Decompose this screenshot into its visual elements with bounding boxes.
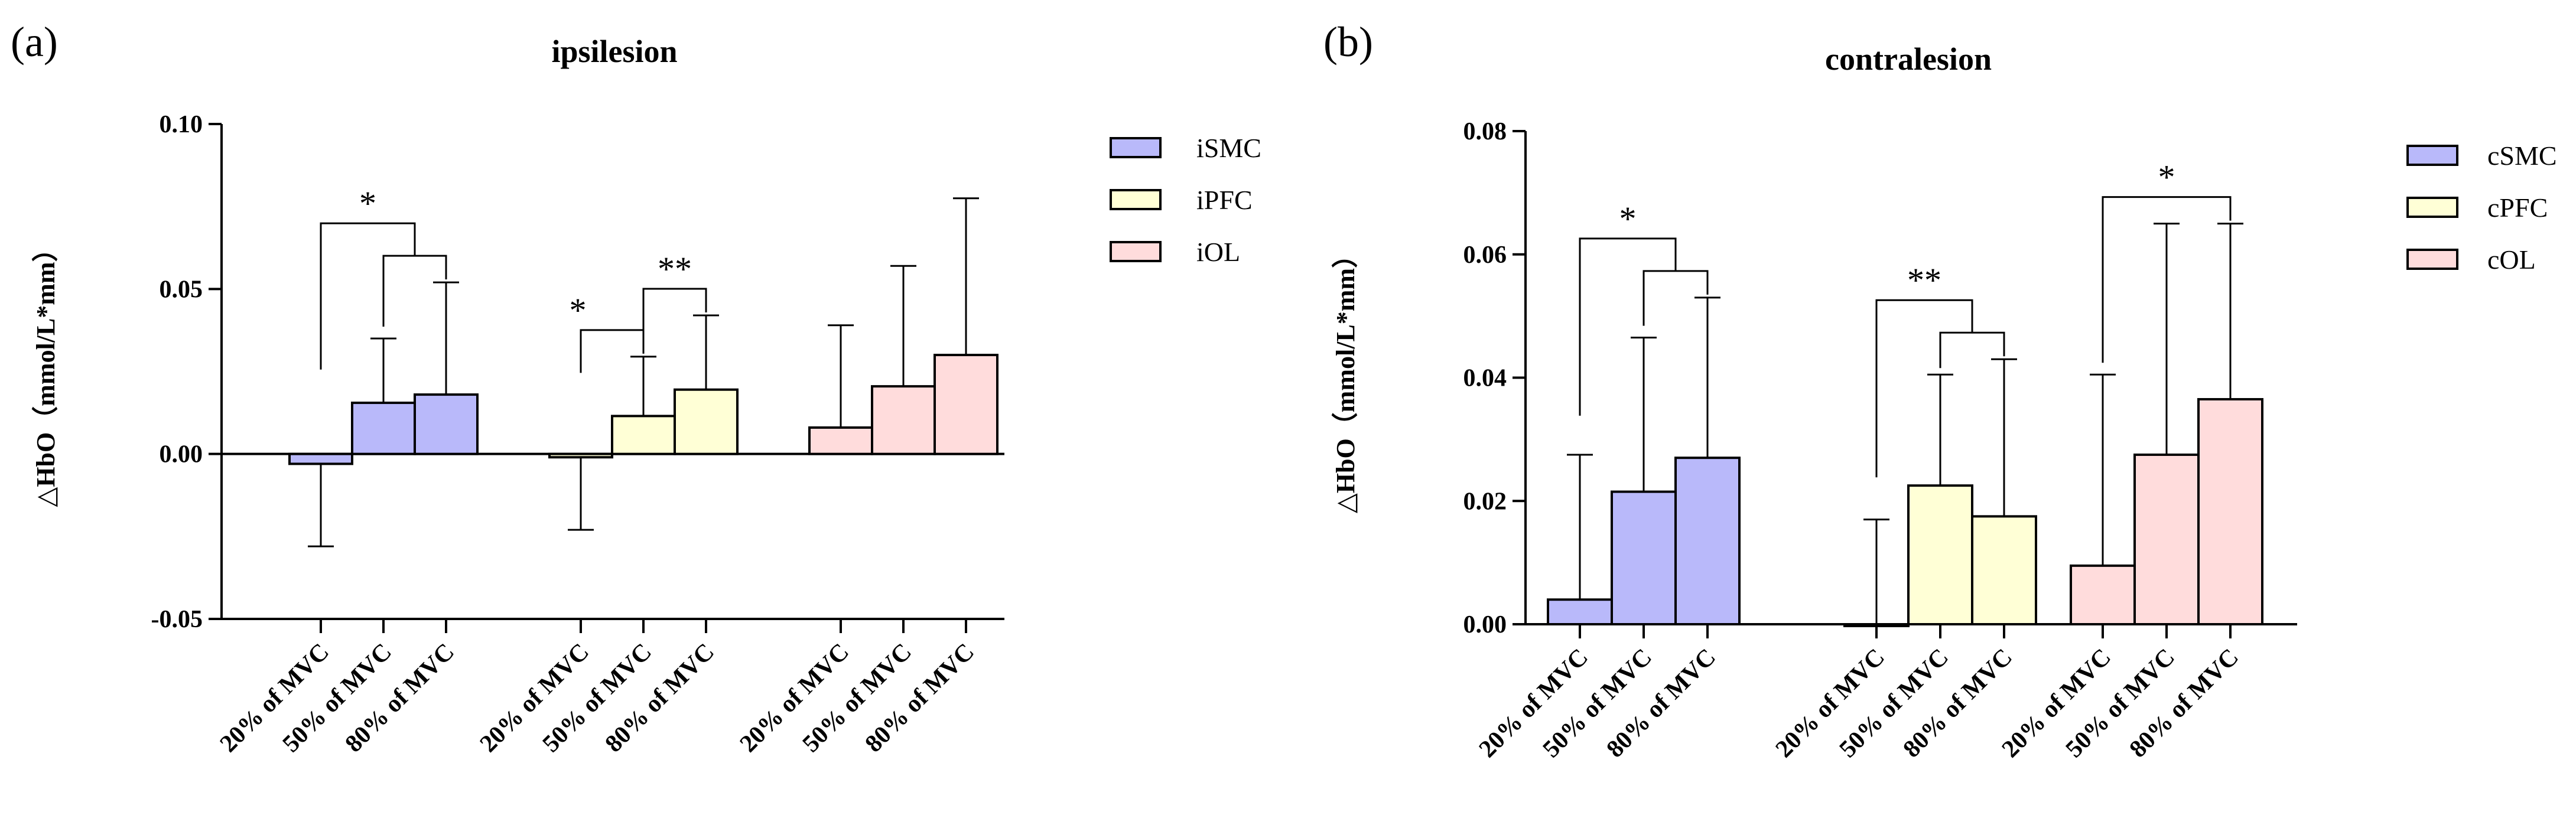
bar: [1971, 515, 2037, 625]
significance-bracket: [1875, 299, 1973, 478]
x-tick-label: 50% of MVC: [278, 638, 397, 758]
legend-label: cOL: [2487, 244, 2536, 275]
bar: [2133, 453, 2200, 625]
significance-bracket: [320, 222, 416, 370]
x-tick-label: 80% of MVC: [340, 638, 460, 758]
bar: [674, 388, 739, 455]
chart-panel-1: (a) ipsilesion -0.05 0.00 0.05 0.10 △HbO（mmol/…: [11, 18, 1261, 758]
bar: [871, 385, 936, 455]
significance-marker: *: [570, 291, 587, 330]
legend-label: cPFC: [2487, 193, 2548, 223]
y-tick-label: 0.02: [1463, 488, 1507, 515]
x-tick-label: 80% of MVC: [860, 638, 980, 758]
chart-title: ipsilesion: [551, 34, 677, 69]
legend-swatch: [1110, 189, 1162, 210]
legend-label: iOL: [1196, 237, 1240, 267]
bar: [2197, 398, 2263, 625]
panel-label: (a): [11, 18, 58, 66]
significance-bracket: [382, 255, 447, 327]
chart-title: contralesion: [1825, 41, 1992, 77]
y-tick-label: 0.08: [1463, 118, 1507, 145]
legend-swatch: [2406, 145, 2458, 166]
bar: [808, 426, 873, 455]
y-tick-label: 0.00: [1463, 611, 1507, 638]
bar: [351, 402, 416, 455]
significance-bracket: [1939, 331, 2005, 369]
y-tick-label: 0.05: [160, 276, 203, 303]
legend-label: iPFC: [1196, 185, 1253, 215]
significance-marker: *: [2158, 158, 2175, 197]
y-tick-label: 0.06: [1463, 242, 1507, 269]
chart-panel-2: (b) contralesion 0.00 0.02 0.04 0.06 0.08 △HbO（…: [1323, 18, 2557, 763]
y-tick-label: -0.05: [151, 606, 203, 633]
x-tick-label: 80% of MVC: [600, 638, 720, 758]
significance-bracket: [2102, 196, 2232, 363]
legend-label: cSMC: [2487, 141, 2557, 171]
bar: [1611, 490, 1677, 625]
legend-label: iSMC: [1196, 133, 1261, 163]
significance-marker: *: [359, 184, 376, 223]
y-tick-label: 0.10: [160, 111, 203, 138]
bar: [934, 354, 998, 455]
bar: [548, 452, 613, 459]
bar: [2070, 564, 2136, 625]
significance-bracket: [580, 329, 645, 373]
significance-marker: **: [658, 250, 692, 288]
significance-bracket: [642, 288, 707, 345]
y-tick-label: 0.04: [1463, 365, 1507, 392]
y-tick-label: 0.00: [160, 441, 203, 468]
x-tick-label: 50% of MVC: [798, 638, 917, 758]
legend-swatch: [1110, 241, 1162, 262]
legend-swatch: [2406, 197, 2458, 218]
y-axis-label: △HbO（mmol/L*mm）: [1331, 242, 1360, 513]
bar: [611, 415, 676, 455]
x-tick-label: 20% of MVC: [1771, 644, 1890, 763]
bar: [1907, 484, 1973, 625]
legend-swatch: [1110, 137, 1162, 158]
y-axis-label: △HbO（mmol/L*mm）: [31, 236, 60, 507]
significance-bracket: [1579, 237, 1677, 416]
x-tick-label: 20% of MVC: [1474, 644, 1593, 763]
significance-marker: *: [1619, 200, 1637, 238]
x-tick-label: 20% of MVC: [735, 638, 854, 758]
legend-swatch: [2406, 249, 2458, 270]
significance-marker: **: [1907, 261, 1941, 299]
bar: [1547, 598, 1613, 625]
bar: [288, 452, 353, 465]
x-tick-label: 50% of MVC: [538, 638, 657, 758]
x-tick-label: 20% of MVC: [475, 638, 594, 758]
x-tick-label: 20% of MVC: [215, 638, 334, 758]
panel-label: (b): [1323, 18, 1373, 66]
bar: [1674, 457, 1741, 625]
bar: [414, 393, 479, 455]
